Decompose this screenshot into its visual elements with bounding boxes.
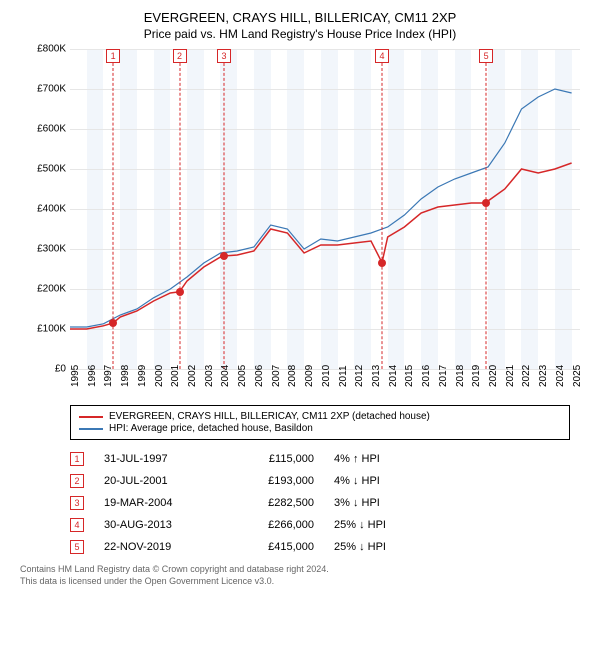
sales-date: 20-JUL-2001: [104, 475, 214, 487]
x-tick-label: 2013: [371, 365, 382, 387]
marker-box: 2: [173, 49, 187, 63]
marker-box: 4: [375, 49, 389, 63]
marker-dash: [486, 63, 487, 369]
sale-dot: [109, 319, 117, 327]
sales-marker: 2: [70, 474, 84, 488]
x-tick-label: 2022: [521, 365, 532, 387]
y-tick-label: £400K: [37, 204, 66, 215]
x-tick-label: 1998: [120, 365, 131, 387]
footer-line-1: Contains HM Land Registry data © Crown c…: [20, 564, 580, 576]
x-tick-label: 2014: [388, 365, 399, 387]
sales-row: 4 30-AUG-2013 £266,000 25% ↓ HPI: [70, 514, 580, 536]
footer-attribution: Contains HM Land Registry data © Crown c…: [20, 564, 580, 587]
chart-container: EVERGREEN, CRAYS HILL, BILLERICAY, CM11 …: [0, 0, 600, 650]
y-tick-label: £600K: [37, 124, 66, 135]
x-tick-label: 2009: [304, 365, 315, 387]
chart-title: EVERGREEN, CRAYS HILL, BILLERICAY, CM11 …: [20, 10, 580, 25]
x-tick-label: 2003: [204, 365, 215, 387]
sales-price: £266,000: [234, 519, 314, 531]
chart-subtitle: Price paid vs. HM Land Registry's House …: [20, 27, 580, 41]
x-tick-label: 2010: [321, 365, 332, 387]
chart-area: £0£100K£200K£300K£400K£500K£600K£700K£80…: [20, 49, 580, 399]
marker-box: 3: [217, 49, 231, 63]
x-tick-label: 2025: [572, 365, 583, 387]
x-tick-label: 2007: [271, 365, 282, 387]
legend-item: EVERGREEN, CRAYS HILL, BILLERICAY, CM11 …: [79, 411, 561, 422]
sales-delta: 25% ↓ HPI: [334, 541, 424, 553]
x-tick-label: 2004: [220, 365, 231, 387]
legend: EVERGREEN, CRAYS HILL, BILLERICAY, CM11 …: [70, 405, 570, 440]
sales-row: 5 22-NOV-2019 £415,000 25% ↓ HPI: [70, 536, 580, 558]
legend-label: HPI: Average price, detached house, Basi…: [109, 423, 313, 434]
series-line: [70, 89, 572, 327]
y-tick-label: £800K: [37, 44, 66, 55]
marker-box: 5: [479, 49, 493, 63]
x-tick-label: 2017: [438, 365, 449, 387]
y-tick-label: £0: [55, 364, 66, 375]
footer-line-2: This data is licensed under the Open Gov…: [20, 576, 580, 588]
x-tick-label: 2002: [187, 365, 198, 387]
sales-price: £282,500: [234, 497, 314, 509]
x-tick-label: 1996: [87, 365, 98, 387]
sales-marker: 4: [70, 518, 84, 532]
plot-region: 1 2 3 4 5: [70, 49, 580, 369]
sales-row: 3 19-MAR-2004 £282,500 3% ↓ HPI: [70, 492, 580, 514]
x-tick-label: 2001: [170, 365, 181, 387]
x-tick-label: 2018: [455, 365, 466, 387]
sales-price: £415,000: [234, 541, 314, 553]
x-tick-label: 2024: [555, 365, 566, 387]
sale-dot: [220, 252, 228, 260]
marker-dash: [179, 63, 180, 369]
marker-dash: [224, 63, 225, 369]
sale-dot: [482, 199, 490, 207]
x-tick-label: 2023: [538, 365, 549, 387]
sales-marker: 1: [70, 452, 84, 466]
marker-dash: [382, 63, 383, 369]
marker-box: 1: [106, 49, 120, 63]
sale-dot: [176, 288, 184, 296]
sales-date: 30-AUG-2013: [104, 519, 214, 531]
x-tick-label: 2019: [471, 365, 482, 387]
sales-delta: 4% ↑ HPI: [334, 453, 424, 465]
y-tick-label: £300K: [37, 244, 66, 255]
x-tick-label: 2021: [505, 365, 516, 387]
sales-price: £115,000: [234, 453, 314, 465]
sales-row: 2 20-JUL-2001 £193,000 4% ↓ HPI: [70, 470, 580, 492]
sales-marker: 5: [70, 540, 84, 554]
y-axis: £0£100K£200K£300K£400K£500K£600K£700K£80…: [20, 49, 70, 369]
sales-row: 1 31-JUL-1997 £115,000 4% ↑ HPI: [70, 448, 580, 470]
y-tick-label: £100K: [37, 324, 66, 335]
x-tick-label: 2008: [287, 365, 298, 387]
x-tick-label: 2016: [421, 365, 432, 387]
sales-table: 1 31-JUL-1997 £115,000 4% ↑ HPI 2 20-JUL-2001…: [70, 448, 580, 558]
legend-swatch: [79, 428, 103, 430]
sales-delta: 3% ↓ HPI: [334, 497, 424, 509]
sales-delta: 4% ↓ HPI: [334, 475, 424, 487]
sales-date: 19-MAR-2004: [104, 497, 214, 509]
x-tick-label: 2020: [488, 365, 499, 387]
x-axis: 1995199619971998199920002001200220032004…: [70, 369, 580, 399]
sales-date: 31-JUL-1997: [104, 453, 214, 465]
legend-item: HPI: Average price, detached house, Basi…: [79, 423, 561, 434]
y-tick-label: £200K: [37, 284, 66, 295]
chart-lines: [70, 49, 580, 369]
x-tick-label: 1997: [103, 365, 114, 387]
y-tick-label: £700K: [37, 84, 66, 95]
x-tick-label: 1999: [137, 365, 148, 387]
sales-marker: 3: [70, 496, 84, 510]
legend-label: EVERGREEN, CRAYS HILL, BILLERICAY, CM11 …: [109, 411, 430, 422]
x-tick-label: 2006: [254, 365, 265, 387]
sales-price: £193,000: [234, 475, 314, 487]
sales-delta: 25% ↓ HPI: [334, 519, 424, 531]
sales-date: 22-NOV-2019: [104, 541, 214, 553]
x-tick-label: 2012: [354, 365, 365, 387]
x-tick-label: 2000: [154, 365, 165, 387]
x-tick-label: 2015: [404, 365, 415, 387]
x-tick-label: 2011: [338, 365, 349, 387]
sale-dot: [378, 259, 386, 267]
y-tick-label: £500K: [37, 164, 66, 175]
legend-swatch: [79, 416, 103, 418]
x-tick-label: 1995: [70, 365, 81, 387]
x-tick-label: 2005: [237, 365, 248, 387]
